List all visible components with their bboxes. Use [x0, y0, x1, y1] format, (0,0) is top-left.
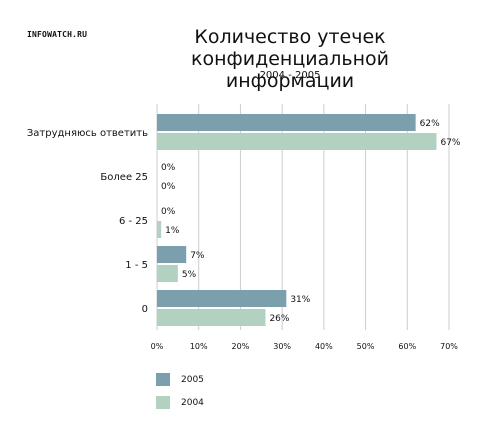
bar-2004	[157, 265, 178, 282]
category-label: 1 - 5	[125, 260, 148, 271]
data-label: 0%	[161, 207, 176, 217]
category-label: 6 - 25	[119, 216, 148, 227]
data-label: 67%	[440, 138, 460, 148]
data-label: 26%	[269, 314, 289, 324]
bar-2005	[157, 290, 287, 307]
legend-label-2004: 2004	[181, 398, 204, 408]
data-label: 5%	[182, 270, 197, 280]
x-tick-label: 20%	[232, 342, 250, 351]
bar-2004	[157, 133, 437, 150]
data-label: 7%	[190, 251, 205, 261]
chart-title-line2: конфиденциальной информации	[190, 48, 390, 92]
data-label: 62%	[420, 119, 440, 129]
legend-label-2005: 2005	[181, 375, 204, 385]
data-label: 31%	[290, 295, 310, 305]
category-label: Более 25	[100, 172, 148, 183]
bar-2005	[157, 114, 416, 131]
data-label: 1%	[165, 226, 180, 236]
x-tick-label: 70%	[440, 342, 458, 351]
legend-swatch-2005	[156, 373, 170, 386]
chart-subtitle: 2004 - 2005	[259, 70, 321, 81]
legend-swatch-2004	[156, 396, 170, 409]
x-tick-label: 40%	[315, 342, 333, 351]
data-label: 0%	[161, 182, 176, 192]
x-tick-label: 0%	[151, 342, 164, 351]
bar-2005	[157, 246, 187, 263]
x-tick-label: 60%	[398, 342, 416, 351]
chart-title-line1: Количество утечек	[194, 26, 386, 48]
data-label: 0%	[161, 163, 176, 173]
category-label: Затрудняюсь ответить	[27, 128, 148, 139]
x-tick-label: 10%	[190, 342, 208, 351]
category-label: 0	[142, 304, 148, 315]
brand-logo-text: INFOWATCH.RU	[27, 30, 88, 39]
bar-2004	[157, 309, 266, 326]
bar-2004	[157, 221, 162, 238]
x-tick-label: 30%	[273, 342, 291, 351]
x-tick-label: 50%	[357, 342, 375, 351]
